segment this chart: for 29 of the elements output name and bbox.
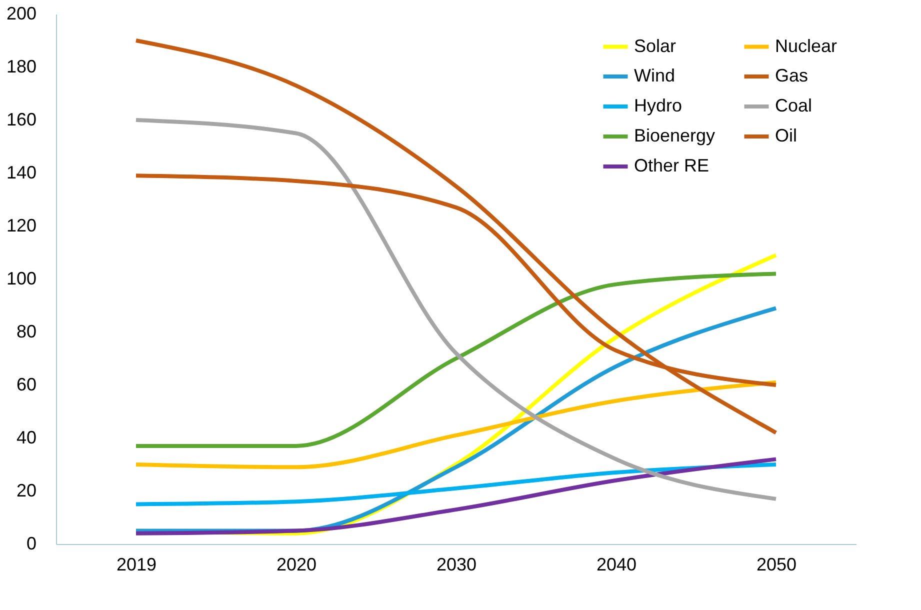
y-tick-label: 60 [16, 374, 36, 394]
y-tick-label: 20 [16, 480, 36, 500]
line-series [134, 457, 778, 536]
y-tick-label: 100 [6, 268, 36, 288]
legend-label: Other RE [634, 156, 710, 176]
legend-label: Wind [634, 66, 676, 86]
legend-label: Nuclear [775, 36, 838, 56]
x-tick-label: 2030 [436, 554, 477, 574]
legend-label: Oil [775, 126, 797, 146]
y-tick-label: 40 [16, 428, 36, 448]
y-tick-label: 120 [6, 216, 36, 236]
y-tick-label: 180 [6, 56, 36, 76]
line-series [134, 380, 778, 470]
line-series [134, 462, 778, 506]
legend-label: Coal [775, 96, 812, 116]
legend-label: Hydro [634, 96, 682, 116]
y-tick-label: 80 [16, 322, 36, 342]
y-tick-label: 140 [6, 162, 36, 182]
x-tick-label: 2040 [596, 554, 637, 574]
x-tick-label: 2019 [116, 554, 157, 574]
legend-label: Bioenergy [634, 126, 716, 146]
y-tick-label: 0 [26, 534, 36, 554]
legend-label: Gas [775, 66, 808, 86]
legend-label: Solar [634, 36, 676, 56]
y-tick-label: 160 [6, 110, 36, 130]
line-series [134, 272, 778, 448]
x-tick-label: 2020 [276, 554, 317, 574]
x-tick-label: 2050 [756, 554, 797, 574]
y-tick-label: 200 [6, 4, 36, 24]
